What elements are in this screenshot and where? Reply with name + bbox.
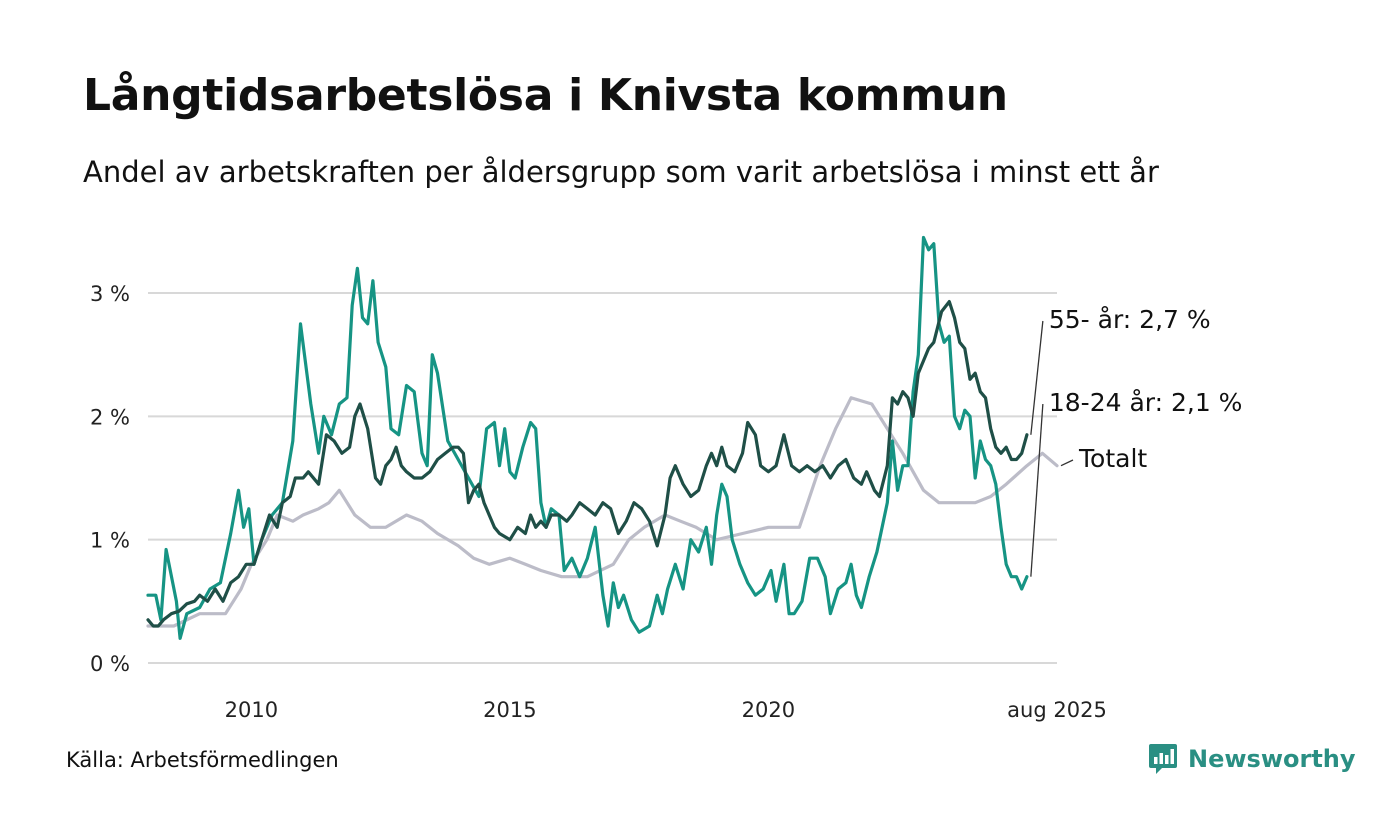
- brand-name: Newsworthy: [1188, 745, 1356, 773]
- end-label-connector: [1060, 459, 1074, 467]
- x-tick-label: 2020: [742, 698, 795, 722]
- end-label-connector: [1030, 320, 1044, 435]
- series-line-18-24-r: [146, 235, 1029, 640]
- y-tick-label: 1 %: [90, 529, 130, 553]
- end-label-connector: [1030, 403, 1044, 577]
- source-note: Källa: Arbetsförmedlingen: [66, 748, 339, 772]
- y-tick-label: 3 %: [90, 282, 130, 306]
- end-label: Totalt: [1078, 444, 1147, 473]
- chart-subtitle: Andel av arbetskraften per åldersgrupp s…: [83, 155, 1159, 189]
- brand-logo: Newsworthy: [1148, 742, 1356, 776]
- x-tick-label: 2010: [225, 698, 278, 722]
- end-label: 18-24 år: 2,1 %: [1049, 388, 1243, 417]
- series-line-55-r: [146, 300, 1029, 628]
- y-tick-label: 0 %: [90, 652, 130, 676]
- y-tick-label: 2 %: [90, 405, 130, 429]
- x-tick-label: 2015: [483, 698, 536, 722]
- y-axis: 0 % 1 % 2 % 3 %: [90, 282, 130, 676]
- series-line-totalt: [146, 396, 1059, 628]
- gridlines: [148, 292, 1057, 664]
- end-labels: Totalt 18-24 år: 2,1 % 55- år: 2,7 %: [1030, 305, 1243, 577]
- end-label: 55- år: 2,7 %: [1049, 305, 1211, 334]
- bar-chart-speech-bubble-icon: [1149, 744, 1177, 774]
- x-axis: 2010 2015 2020 aug 2025: [225, 698, 1107, 722]
- series-lines: [146, 235, 1059, 640]
- x-tick-label: aug 2025: [1007, 698, 1107, 722]
- chart-title: Långtidsarbetslösa i Knivsta kommun: [83, 70, 1008, 121]
